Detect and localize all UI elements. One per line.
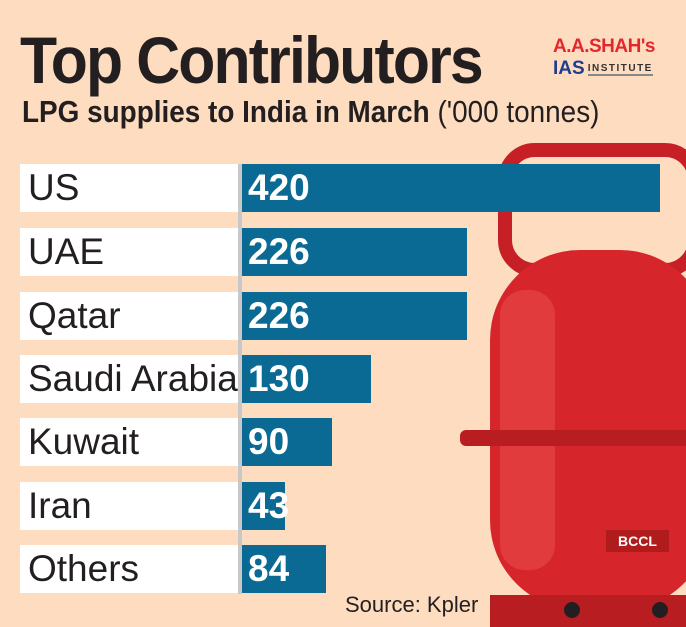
bar bbox=[242, 545, 326, 593]
category-label: Qatar bbox=[20, 292, 238, 340]
source-note: Source: Kpler bbox=[345, 592, 479, 617]
category-label: US bbox=[20, 164, 238, 212]
subtitle-text: LPG supplies to India in March bbox=[22, 94, 430, 129]
bar bbox=[242, 482, 285, 530]
bar bbox=[242, 292, 467, 340]
bar bbox=[242, 164, 660, 212]
credit-badge: BCCL bbox=[606, 530, 669, 552]
gas-cylinder-illustration bbox=[460, 143, 686, 627]
category-label: Kuwait bbox=[20, 418, 238, 466]
logo-institute: INSTITUTE bbox=[587, 62, 653, 76]
category-label: Saudi Arabia bbox=[20, 355, 238, 403]
bar bbox=[242, 418, 332, 466]
value-label: 420 bbox=[248, 167, 310, 208]
logo-line1: A.A.SHAH's bbox=[553, 36, 655, 57]
value-label: 90 bbox=[248, 421, 290, 462]
logo: A.A.SHAH's IAS INSTITUTE bbox=[553, 36, 663, 80]
category-label: UAE bbox=[20, 228, 238, 276]
value-label: 43 bbox=[248, 485, 290, 526]
chart-title: Top Contributors bbox=[20, 23, 484, 97]
bar bbox=[242, 228, 467, 276]
category-label: Others bbox=[20, 545, 238, 593]
value-label: 84 bbox=[248, 548, 290, 589]
value-label: 226 bbox=[248, 295, 310, 336]
chart-subtitle: LPG supplies to India in March ('000 ton… bbox=[22, 94, 599, 130]
axis-line bbox=[238, 164, 242, 594]
value-label: 226 bbox=[248, 231, 310, 272]
unit-text: ('000 tonnes) bbox=[437, 94, 600, 129]
logo-ias: IAS bbox=[553, 58, 585, 79]
value-label: 130 bbox=[248, 358, 310, 399]
bar bbox=[242, 355, 372, 403]
category-label: Iran bbox=[20, 482, 238, 530]
